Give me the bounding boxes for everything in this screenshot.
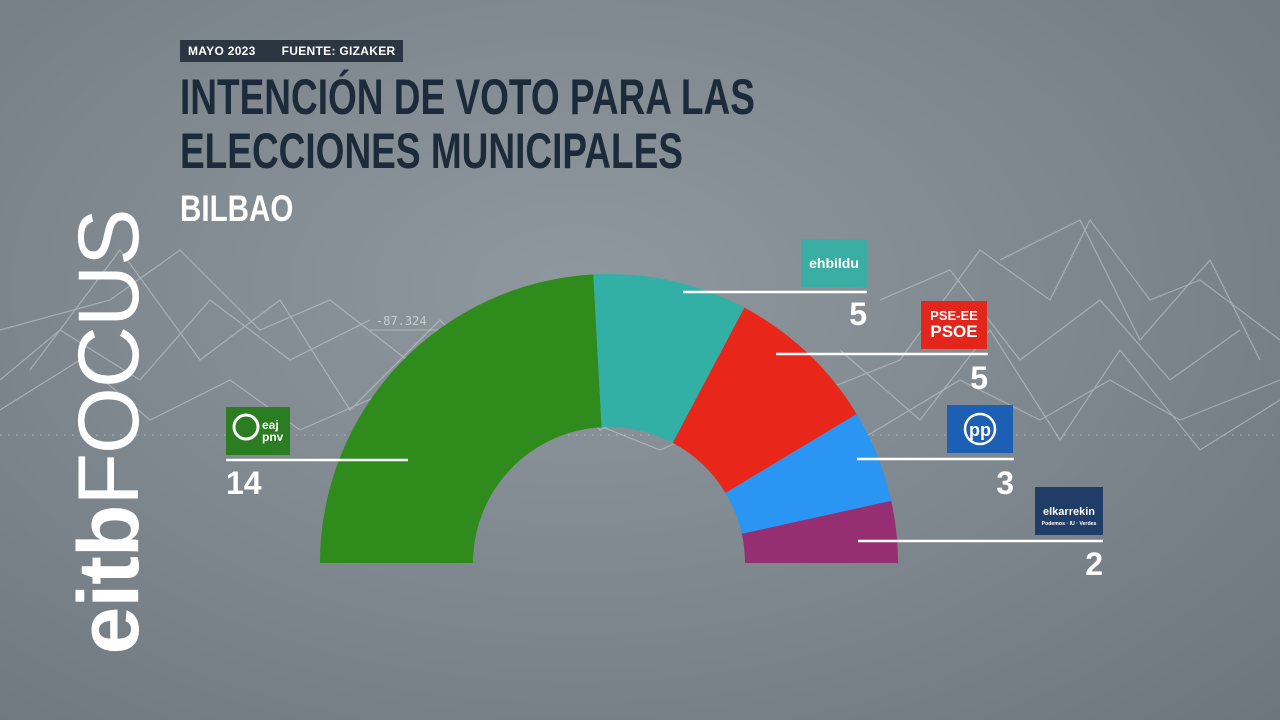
page-subtitle: BILBAO xyxy=(180,188,294,229)
logo-label: pp xyxy=(969,420,991,440)
meta-badge: MAYO 2023 FUENTE: GIZAKER xyxy=(180,40,404,62)
party-logo: ehbildu xyxy=(801,239,867,287)
seat-count-label: 2 xyxy=(1085,546,1103,582)
background-number: -87.324 xyxy=(376,314,427,328)
eaj-mark-icon xyxy=(232,413,260,441)
logo-label: PSOE xyxy=(930,322,977,341)
mesh-line xyxy=(29,248,521,411)
seat-count-label: 14 xyxy=(226,465,262,501)
seat-segment xyxy=(741,500,898,563)
page-title: INTENCIÓN DE VOTO PARA LAS ELECCIONES MU… xyxy=(180,69,755,179)
meta-date: MAYO 2023 xyxy=(188,44,256,58)
logo-label: pnv xyxy=(262,430,284,444)
seat-segment xyxy=(320,274,602,563)
pp-mark-icon xyxy=(963,412,997,446)
mesh-line xyxy=(999,219,1261,361)
mesh-line xyxy=(0,299,371,381)
seat-segment xyxy=(593,274,745,443)
seat-count-label: 5 xyxy=(970,360,988,396)
seat-count-label: 5 xyxy=(849,296,867,332)
logo-label: PSE-EE xyxy=(930,308,978,323)
seat-segment xyxy=(725,414,892,534)
party-logo: elkarrekin Podemos · IU · Verdes xyxy=(1035,487,1103,535)
logo-sublabel: Podemos · IU · Verdes xyxy=(1042,521,1097,527)
mesh-line xyxy=(0,359,1280,451)
mesh-line xyxy=(879,269,1241,381)
logo-label: ehbildu xyxy=(809,255,859,271)
meta-source: FUENTE: GIZAKER xyxy=(281,44,396,58)
mesh-line xyxy=(839,328,1280,451)
seat-segment xyxy=(672,307,857,493)
seat-count-label: 3 xyxy=(996,465,1014,501)
logo-label: eaj xyxy=(262,418,279,432)
party-logo: pp xyxy=(947,405,1013,453)
logo-label: elkarrekin xyxy=(1043,506,1095,518)
